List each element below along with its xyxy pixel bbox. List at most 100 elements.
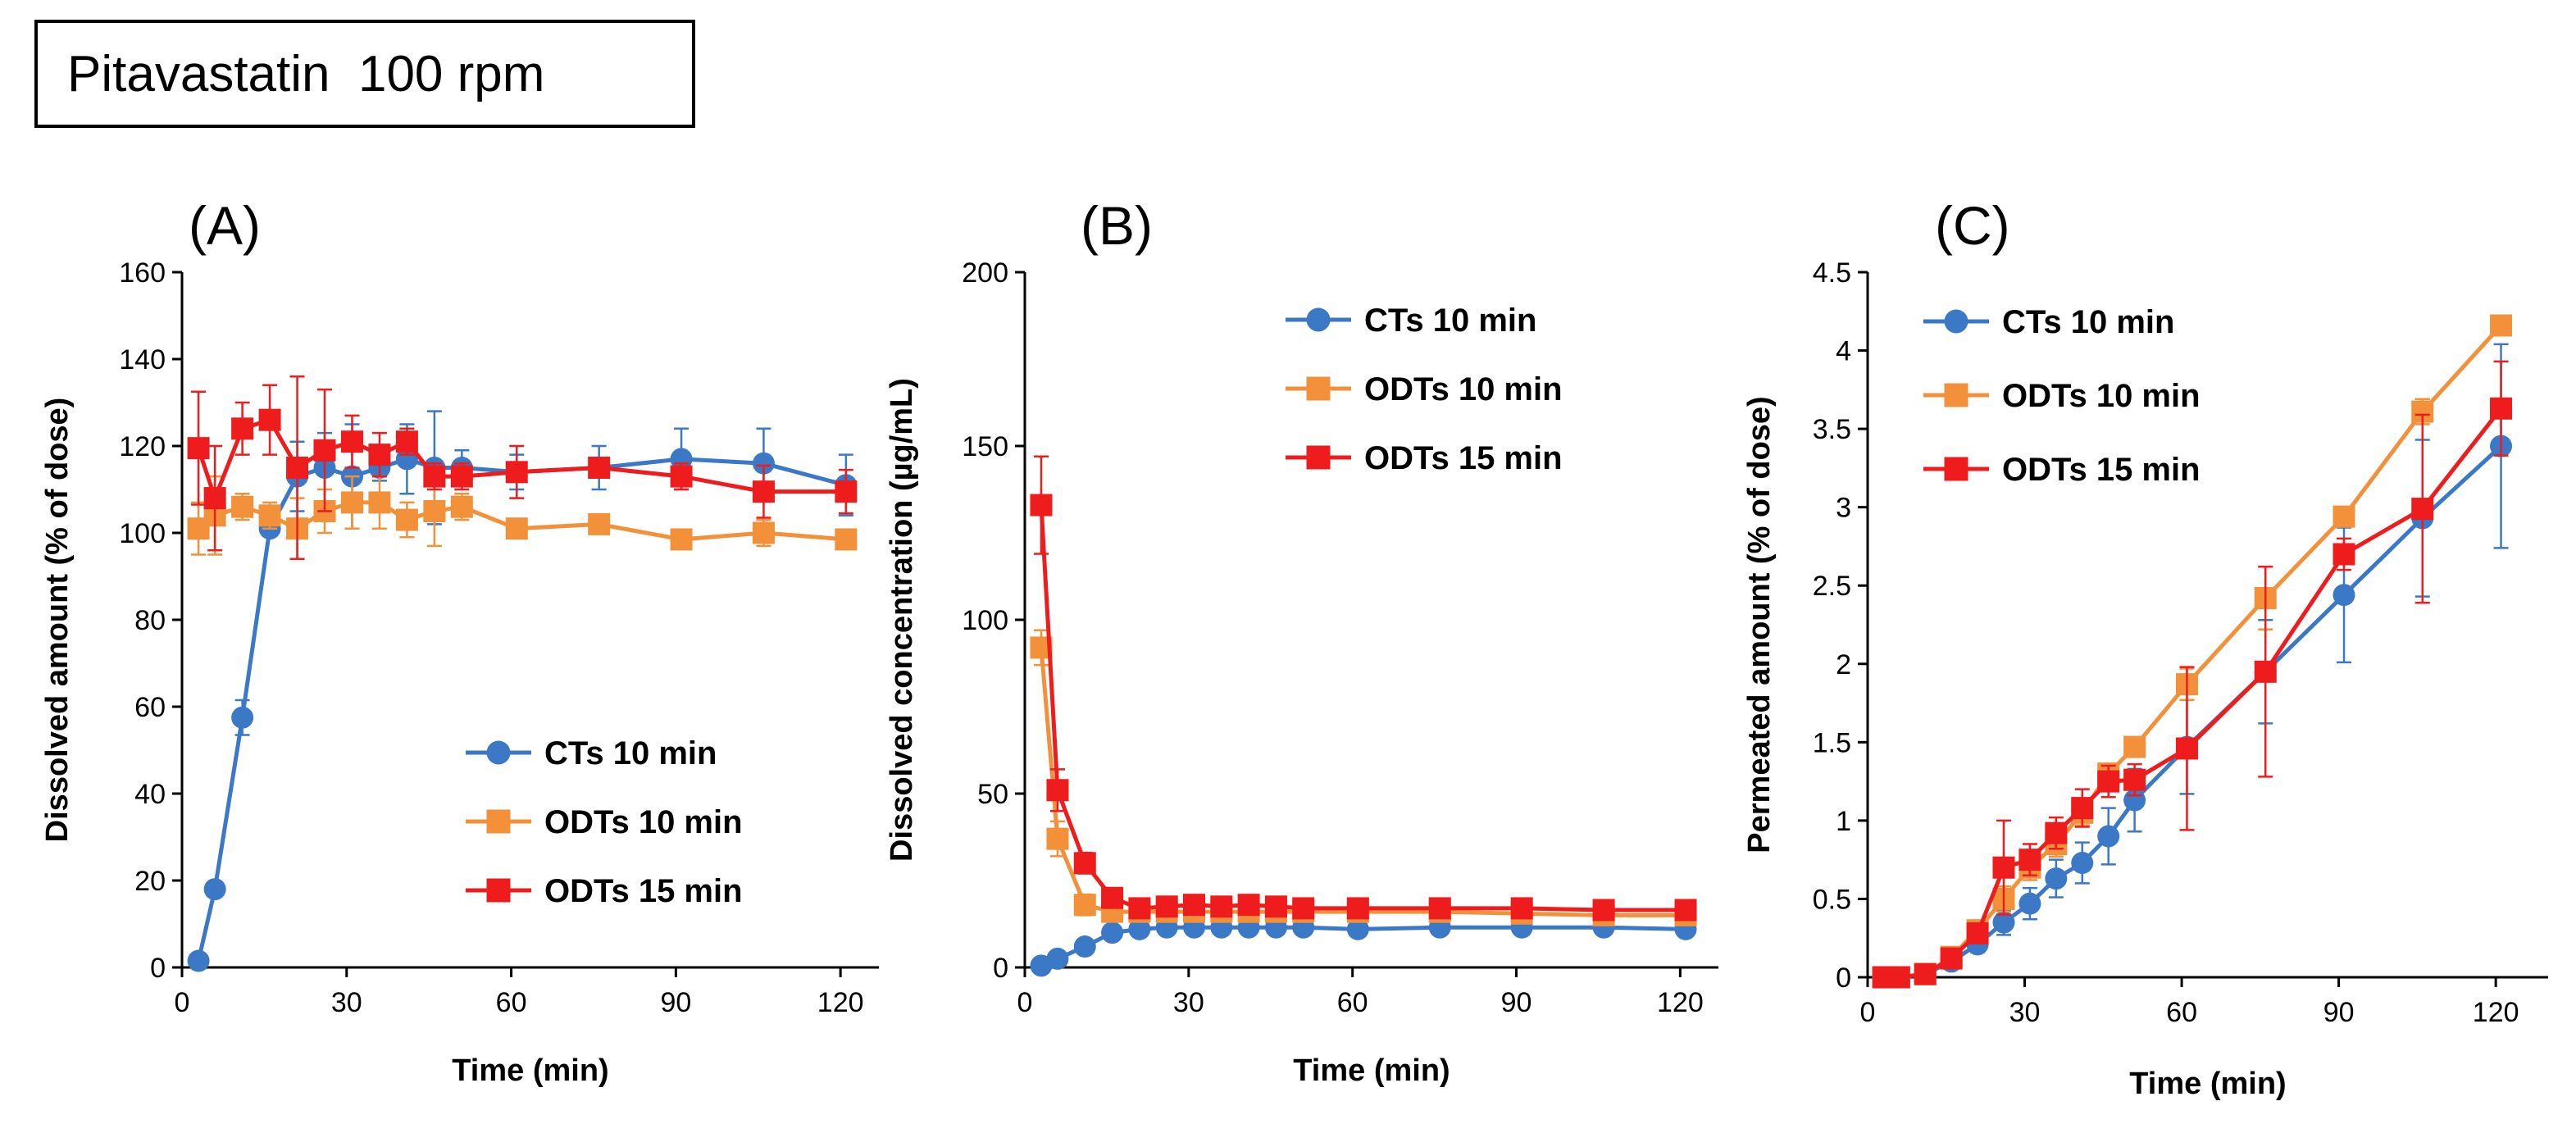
data-point: [2490, 314, 2513, 337]
data-point: [203, 878, 226, 901]
data-point: [1046, 827, 1069, 850]
legend-marker: [486, 809, 511, 834]
legend-entry: ODTs 15 min: [1923, 452, 2201, 488]
data-point: [752, 521, 775, 544]
data-point: [1346, 917, 1369, 940]
chart-panel-b: (B) 0 50 100 150 200 0 30 60 90 120 Time (min) Disso…: [885, 195, 1718, 1088]
data-point: [1346, 897, 1369, 920]
x-tick-label: 90: [2323, 997, 2355, 1028]
data-point: [187, 437, 210, 460]
panel-label: (A): [189, 195, 261, 256]
data-point: [368, 491, 391, 514]
series-line: [1883, 444, 2503, 980]
y-tick-label: 0: [1836, 962, 1851, 994]
x-tick-label: 60: [2166, 997, 2197, 1028]
data-point: [505, 461, 528, 484]
series-line: [197, 500, 847, 542]
data-point: [395, 508, 418, 531]
data-point: [2123, 735, 2146, 758]
y-tick-label: 100: [119, 518, 166, 549]
data-point: [2333, 543, 2355, 566]
data-point: [505, 517, 528, 540]
legend-label: ODTs 10 min: [544, 804, 743, 840]
x-tick-label: 30: [331, 987, 362, 1018]
data-point: [1940, 947, 1963, 970]
data-point: [2175, 737, 2198, 760]
series-line: [1040, 925, 1686, 968]
data-point: [752, 480, 775, 503]
data-point: [1914, 962, 1937, 985]
legend-label: ODTs 15 min: [2002, 452, 2201, 488]
data-point: [670, 465, 693, 488]
x-tick-label: 60: [1337, 987, 1368, 1018]
data-point: [1592, 899, 1615, 921]
data-point: [258, 408, 281, 431]
data-point: [1992, 911, 2015, 934]
legend-entry: ODTs 10 min: [1923, 378, 2201, 414]
y-tick-label: 0: [993, 953, 1008, 984]
figure-title: Pitavastatin 100 rpm: [34, 20, 695, 128]
data-point: [2097, 770, 2120, 793]
legend-entry: ODTs 10 min: [466, 804, 743, 840]
data-point: [2097, 825, 2120, 848]
data-point: [2018, 849, 2041, 871]
x-tick-label: 120: [817, 987, 864, 1018]
panel-label: (B): [1081, 195, 1153, 256]
chart-panel-c: (C) 0 0.5 1 1.5 2 2.5 3 3.5 4 4.5 0 30 60 90 120 Time (m…: [1742, 195, 2548, 1101]
data-point: [2071, 797, 2094, 820]
data-point: [1030, 494, 1053, 516]
data-point: [752, 452, 775, 475]
legend-label: CTs 10 min: [1364, 303, 1536, 339]
x-tick-label: 60: [496, 987, 527, 1018]
y-tick-label: 0: [150, 953, 166, 984]
data-point: [1101, 921, 1124, 944]
data-point: [2490, 397, 2513, 420]
legend-label: ODTs 15 min: [544, 873, 743, 909]
legend-marker: [1944, 383, 1968, 407]
data-point: [2254, 660, 2277, 683]
data-point: [588, 512, 611, 535]
legend-marker: [1306, 445, 1331, 470]
y-tick-label: 20: [134, 866, 166, 897]
data-point: [395, 448, 418, 471]
legend-label: ODTs 15 min: [1364, 440, 1563, 476]
y-tick-label: 4.5: [1813, 257, 1851, 289]
y-tick-label: 3.5: [1813, 414, 1851, 445]
data-point: [1210, 895, 1233, 918]
y-tick-label: 40: [134, 779, 166, 810]
data-point: [313, 439, 336, 462]
x-tick-label: 120: [2473, 997, 2519, 1028]
y-tick-label: 200: [962, 257, 1008, 289]
y-tick-label: 1: [1836, 806, 1851, 837]
series-line: [1039, 647, 1686, 917]
y-tick-label: 0.5: [1813, 884, 1851, 915]
x-tick-label: 30: [2009, 997, 2041, 1028]
y-tick-label: 160: [119, 257, 166, 289]
data-point: [2333, 584, 2355, 607]
data-point: [187, 949, 210, 972]
data-point: [835, 528, 858, 551]
data-point: [1073, 935, 1096, 958]
series-2: [187, 375, 858, 561]
data-point: [1887, 966, 1910, 989]
y-tick-label: 50: [977, 779, 1008, 810]
data-point: [1046, 947, 1069, 970]
legend-label: ODTs 10 min: [1364, 371, 1563, 407]
data-point: [450, 465, 473, 488]
data-point: [1992, 856, 2015, 879]
series-line: [1883, 324, 2503, 980]
data-point: [231, 495, 254, 518]
legend-marker: [486, 740, 511, 765]
legend-marker: [1944, 457, 1968, 481]
series-1: [1030, 629, 1697, 926]
data-point: [1101, 886, 1124, 909]
data-point: [1264, 895, 1287, 918]
data-point: [2045, 821, 2068, 844]
x-tick-label: 0: [1017, 987, 1033, 1018]
data-point: [2045, 867, 2068, 890]
data-point: [2123, 768, 2146, 791]
data-point: [286, 457, 309, 479]
data-point: [395, 430, 418, 453]
legend-entry: ODTs 10 min: [1286, 371, 1563, 407]
data-point: [670, 448, 693, 471]
